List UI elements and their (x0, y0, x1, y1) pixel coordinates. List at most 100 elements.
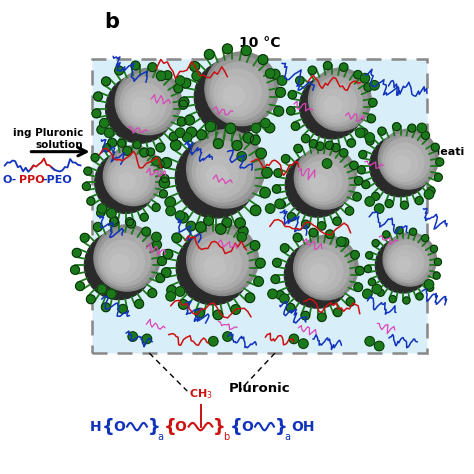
Circle shape (309, 140, 318, 148)
Circle shape (365, 197, 374, 206)
Circle shape (275, 199, 284, 209)
Circle shape (284, 242, 351, 308)
Circle shape (364, 83, 373, 91)
Circle shape (232, 140, 242, 150)
Text: b: b (104, 12, 119, 32)
Circle shape (115, 68, 182, 135)
Circle shape (424, 280, 434, 289)
Circle shape (218, 77, 253, 111)
Circle shape (346, 207, 354, 215)
Circle shape (275, 87, 285, 97)
Circle shape (117, 72, 177, 132)
Circle shape (386, 143, 424, 181)
Circle shape (324, 96, 342, 114)
Circle shape (310, 72, 367, 128)
Circle shape (97, 209, 105, 217)
Circle shape (187, 130, 265, 208)
Circle shape (265, 123, 275, 133)
Circle shape (296, 76, 304, 85)
Circle shape (204, 216, 213, 226)
Circle shape (359, 151, 367, 158)
Circle shape (80, 233, 89, 242)
Circle shape (189, 134, 260, 205)
Circle shape (127, 219, 136, 228)
Circle shape (115, 66, 124, 75)
Text: -PEO: -PEO (43, 175, 73, 185)
Circle shape (365, 337, 374, 346)
Circle shape (360, 128, 368, 137)
Circle shape (205, 121, 216, 132)
Circle shape (372, 239, 379, 247)
Circle shape (291, 122, 300, 130)
Circle shape (274, 106, 283, 116)
Circle shape (123, 84, 166, 126)
Circle shape (140, 148, 149, 157)
Circle shape (431, 143, 439, 151)
Circle shape (383, 137, 429, 184)
Circle shape (301, 311, 310, 320)
Circle shape (110, 255, 129, 273)
Circle shape (300, 74, 364, 139)
Circle shape (271, 275, 280, 283)
Circle shape (337, 237, 346, 246)
Circle shape (196, 148, 246, 198)
Circle shape (106, 247, 137, 278)
Circle shape (416, 293, 423, 300)
Circle shape (161, 174, 169, 182)
Circle shape (427, 284, 434, 292)
Circle shape (350, 161, 358, 170)
Circle shape (159, 190, 167, 198)
Circle shape (186, 127, 197, 137)
Circle shape (93, 92, 102, 101)
Circle shape (301, 250, 343, 292)
Circle shape (118, 139, 126, 147)
Circle shape (213, 139, 223, 148)
Circle shape (192, 71, 201, 81)
Circle shape (148, 289, 157, 298)
Circle shape (207, 56, 274, 123)
Circle shape (410, 228, 417, 235)
Circle shape (368, 279, 375, 286)
Circle shape (258, 55, 268, 64)
Circle shape (250, 135, 260, 145)
Circle shape (179, 300, 188, 309)
Circle shape (389, 149, 418, 178)
Circle shape (285, 153, 350, 217)
Circle shape (260, 187, 270, 198)
Circle shape (166, 292, 175, 301)
Circle shape (287, 213, 296, 221)
Circle shape (146, 148, 155, 156)
Circle shape (99, 234, 151, 286)
Circle shape (95, 152, 156, 213)
Circle shape (380, 133, 434, 187)
Circle shape (135, 300, 144, 309)
Circle shape (417, 123, 427, 133)
Circle shape (296, 239, 354, 298)
Circle shape (251, 123, 261, 133)
Circle shape (296, 150, 353, 207)
Circle shape (235, 218, 246, 228)
Circle shape (332, 144, 340, 152)
Circle shape (84, 231, 153, 300)
Circle shape (308, 66, 317, 74)
Circle shape (175, 76, 185, 85)
Circle shape (254, 277, 264, 286)
Circle shape (365, 252, 373, 259)
Circle shape (238, 227, 248, 236)
Circle shape (84, 167, 92, 175)
Circle shape (184, 115, 194, 125)
Circle shape (393, 251, 418, 276)
Text: {: { (230, 418, 243, 436)
Circle shape (356, 266, 364, 275)
Circle shape (396, 256, 412, 272)
Circle shape (161, 158, 172, 168)
Circle shape (133, 141, 141, 149)
Circle shape (153, 240, 162, 249)
Circle shape (82, 182, 91, 191)
Circle shape (370, 135, 431, 197)
Circle shape (94, 225, 160, 291)
Circle shape (375, 238, 430, 293)
Circle shape (186, 221, 196, 231)
Circle shape (286, 303, 295, 312)
Circle shape (222, 218, 232, 228)
